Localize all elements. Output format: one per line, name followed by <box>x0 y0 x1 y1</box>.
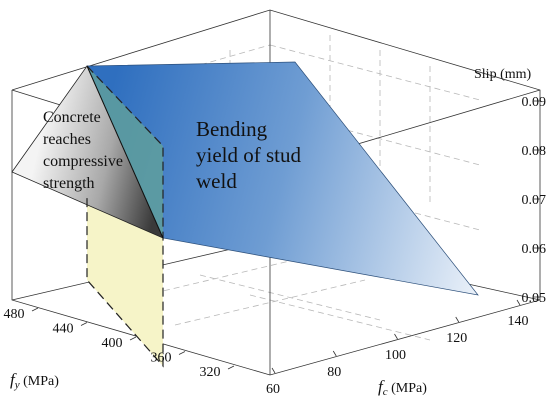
fc-tick-mark <box>271 367 276 374</box>
fc-tick-mark <box>332 350 337 357</box>
fc-tick-label: 100 <box>385 348 406 363</box>
fy-tick-mark <box>227 365 235 370</box>
fy-tick-label: 440 <box>53 322 74 337</box>
boundary-dashed-edge <box>86 65 164 368</box>
fc-tick-mark <box>516 299 521 306</box>
weld-label-line: weld <box>196 169 237 193</box>
slip-tick-label: 0.08 <box>522 144 547 159</box>
concrete-label-line: Concrete <box>43 109 101 126</box>
fc-axis-label: fc (MPa) <box>378 377 427 398</box>
surfaces <box>11 61 479 368</box>
fy-tick-mark <box>129 336 137 341</box>
concrete-label-line: compressive <box>43 153 123 170</box>
slip-tick-label: 0.09 <box>522 95 547 110</box>
slip-tick-label: 0.05 <box>522 291 547 306</box>
concrete-label-line: reaches <box>43 131 91 148</box>
failure-boundary-plane <box>87 198 163 366</box>
weld-label-line: Bending <box>196 117 268 141</box>
fy-tick-label: 400 <box>102 336 123 351</box>
fc-tick-mark <box>455 316 460 323</box>
slip-axis-label: Slip (mm) <box>474 67 532 82</box>
concrete-label-line: strength <box>43 175 95 192</box>
fy-tick-label: 360 <box>151 351 172 366</box>
slip-tick-label: 0.07 <box>522 193 547 208</box>
fy-axis-label: fy (MPa) <box>10 370 59 391</box>
fc-tick-label: 60 <box>266 382 280 397</box>
fy-axis: 480 440 400 360 320 <box>4 307 235 380</box>
fy-tick-mark <box>80 322 88 326</box>
fy-tick-mark <box>178 351 186 355</box>
fc-tick-label: 80 <box>327 365 341 380</box>
fy-tick-label: 480 <box>4 307 25 322</box>
fy-tick-mark <box>31 307 39 312</box>
region-label-concrete: Concrete reaches compressive strength <box>43 109 123 192</box>
fy-tick-label: 320 <box>200 365 221 380</box>
fc-tick-label: 120 <box>446 331 467 346</box>
weld-label-line: yield of stud <box>196 143 301 167</box>
fc-tick-label: 140 <box>508 314 529 329</box>
ridge-line <box>86 65 164 239</box>
fc-axis: 60 80 100 120 140 <box>266 299 529 397</box>
slip-axis: 0.05 0.06 0.07 0.08 0.09 <box>522 95 547 306</box>
slip-tick-label: 0.06 <box>522 242 547 257</box>
fc-tick-mark <box>394 333 398 340</box>
